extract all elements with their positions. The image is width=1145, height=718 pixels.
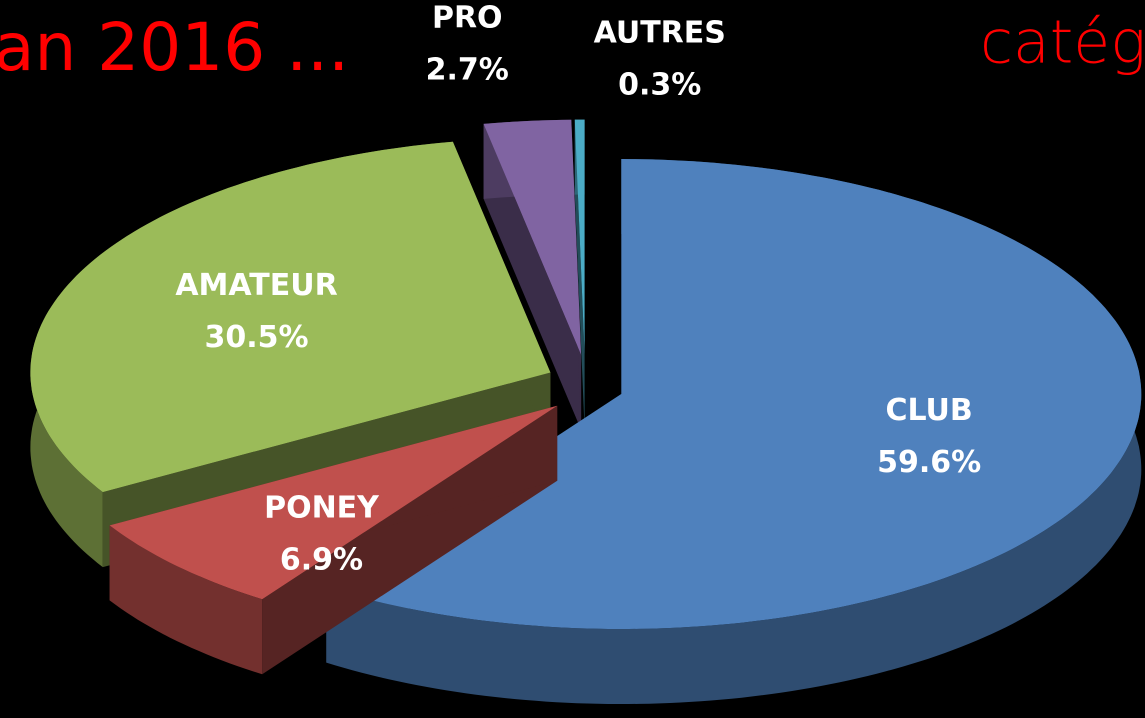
slice-side bbox=[483, 123, 582, 430]
title-fragment: catég bbox=[980, 8, 1145, 78]
slice bbox=[574, 119, 585, 355]
slice bbox=[30, 141, 551, 493]
slice-label: PONEY bbox=[264, 491, 380, 526]
slice-side bbox=[326, 159, 1142, 704]
value-label: 59.6% bbox=[877, 445, 981, 480]
slice-label: AMATEUR bbox=[175, 268, 337, 303]
slice-label: PRO bbox=[432, 1, 503, 36]
title-fragment: an 2016 ... bbox=[0, 9, 349, 86]
value-label: 6.9% bbox=[280, 543, 363, 578]
slice bbox=[483, 119, 582, 355]
slice-side bbox=[109, 525, 263, 675]
slice-side bbox=[574, 119, 585, 430]
slice-label: CLUB bbox=[885, 393, 972, 428]
value-label: 0.3% bbox=[618, 68, 701, 103]
value-label: 30.5% bbox=[204, 320, 308, 355]
slice-label: AUTRES bbox=[594, 16, 726, 51]
value-label: 2.7% bbox=[426, 53, 509, 88]
slice bbox=[326, 159, 1142, 629]
slice bbox=[109, 405, 558, 600]
